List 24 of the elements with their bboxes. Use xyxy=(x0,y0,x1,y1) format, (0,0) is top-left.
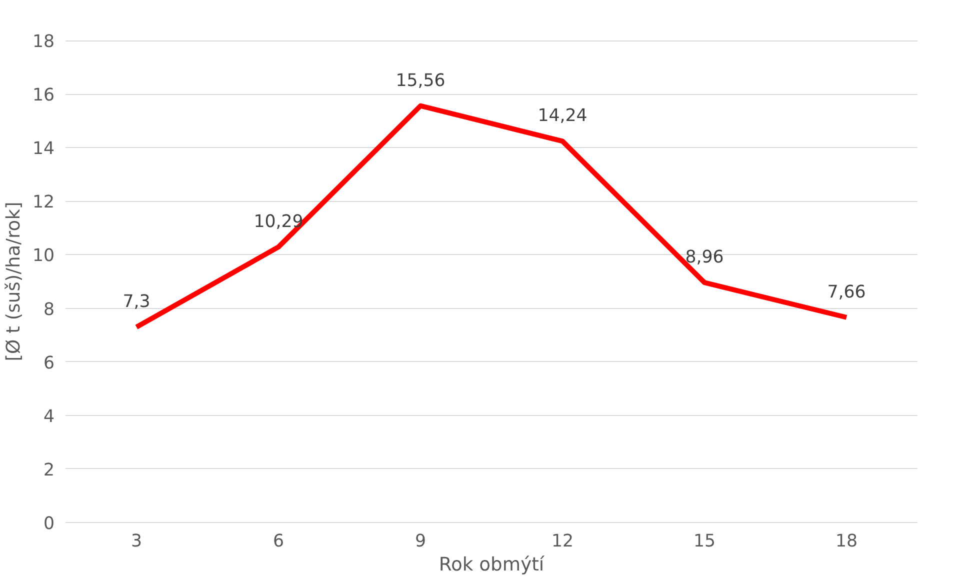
y-tick-label: 18 xyxy=(32,32,55,52)
data-label: 15,56 xyxy=(396,70,446,91)
x-tick-label: 9 xyxy=(414,532,426,552)
y-tick-label: 0 xyxy=(43,514,55,534)
data-label: 10,29 xyxy=(254,212,304,232)
data-label: 14,24 xyxy=(538,106,588,126)
y-axis-title: [Ø t (suš)/ha/rok] xyxy=(3,202,24,362)
y-tick-label: 6 xyxy=(43,353,55,374)
x-tick-label: 15 xyxy=(693,532,716,552)
y-tick-label: 16 xyxy=(32,86,55,106)
x-tick-label: 12 xyxy=(551,532,574,552)
y-tick-label: 14 xyxy=(32,139,55,160)
y-tick-label: 10 xyxy=(32,246,55,266)
x-tick-label: 6 xyxy=(272,532,284,552)
y-tick-label: 12 xyxy=(32,192,55,213)
x-axis-title: Rok obmýtí xyxy=(438,554,545,576)
data-label: 7,3 xyxy=(122,292,150,312)
data-label: 8,96 xyxy=(685,248,724,268)
data-label: 7,66 xyxy=(827,282,866,302)
x-tick-label: 18 xyxy=(835,532,858,552)
y-tick-label: 2 xyxy=(43,460,55,480)
y-tick-label: 8 xyxy=(43,300,55,320)
x-tick-label: 3 xyxy=(130,532,142,552)
y-tick-label: 4 xyxy=(43,406,55,427)
